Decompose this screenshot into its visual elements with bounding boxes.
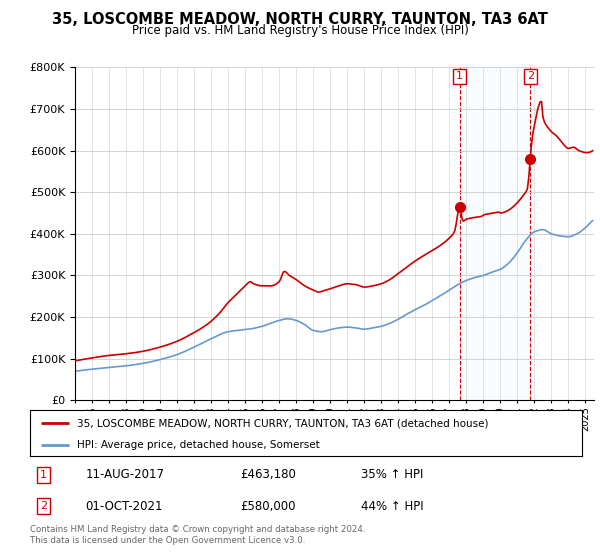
Text: 35, LOSCOMBE MEADOW, NORTH CURRY, TAUNTON, TA3 6AT (detached house): 35, LOSCOMBE MEADOW, NORTH CURRY, TAUNTO… — [77, 418, 488, 428]
Text: 01-OCT-2021: 01-OCT-2021 — [85, 500, 163, 512]
Text: 1: 1 — [40, 470, 47, 480]
Text: Price paid vs. HM Land Registry's House Price Index (HPI): Price paid vs. HM Land Registry's House … — [131, 24, 469, 36]
Text: 2: 2 — [527, 71, 534, 81]
Text: Contains HM Land Registry data © Crown copyright and database right 2024.
This d: Contains HM Land Registry data © Crown c… — [30, 525, 365, 545]
Text: 11-AUG-2017: 11-AUG-2017 — [85, 468, 164, 481]
Text: 1: 1 — [456, 71, 463, 81]
Text: £463,180: £463,180 — [240, 468, 296, 481]
Text: 35% ↑ HPI: 35% ↑ HPI — [361, 468, 424, 481]
Text: 2: 2 — [40, 501, 47, 511]
Text: 44% ↑ HPI: 44% ↑ HPI — [361, 500, 424, 512]
Text: £580,000: £580,000 — [240, 500, 295, 512]
Text: HPI: Average price, detached house, Somerset: HPI: Average price, detached house, Some… — [77, 440, 320, 450]
Text: 35, LOSCOMBE MEADOW, NORTH CURRY, TAUNTON, TA3 6AT: 35, LOSCOMBE MEADOW, NORTH CURRY, TAUNTO… — [52, 12, 548, 27]
Bar — [460, 67, 530, 400]
